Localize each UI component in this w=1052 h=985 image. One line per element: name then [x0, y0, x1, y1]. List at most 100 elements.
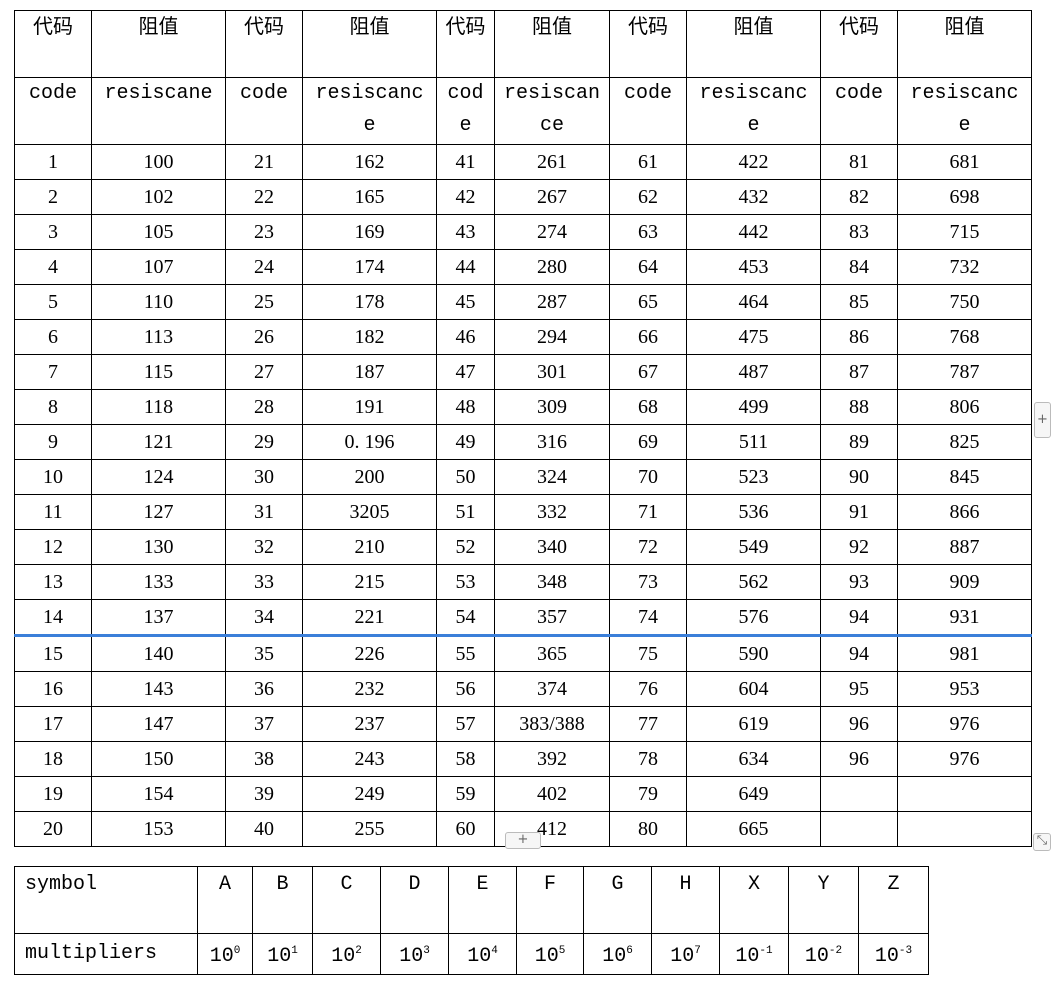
code-cell: 52 [436, 529, 495, 565]
resistance-cell: 499 [686, 389, 821, 425]
multiplier-cell: 10-3 [858, 933, 929, 975]
resistance-cell: 976 [897, 741, 1032, 777]
table-row: 3 105 23 169 43 274 63 442 83 715 [14, 214, 1032, 250]
table-row: 20 153 40 255 60 412 80 665 [14, 811, 1032, 847]
header-cell: 代码 [436, 10, 495, 78]
table-row: 7 115 27 187 47 301 67 487 87 787 [14, 354, 1032, 390]
code-cell: 78 [609, 741, 687, 777]
code-cell: 11 [14, 494, 92, 530]
code-cell: 86 [820, 319, 898, 355]
multiplier-exponent: 3 [423, 945, 430, 957]
resistance-cell: 255 [302, 811, 437, 847]
resistance-cell: 698 [897, 179, 1032, 215]
resistance-cell: 107 [91, 249, 226, 285]
resistance-cell: 115 [91, 354, 226, 390]
multiplier-exponent: -2 [828, 945, 843, 957]
table-row: 5 110 25 178 45 287 65 464 85 750 [14, 284, 1032, 320]
code-cell: 62 [609, 179, 687, 215]
code-cell: 70 [609, 459, 687, 495]
code-cell: 6 [14, 319, 92, 355]
resistance-cell: 100 [91, 144, 226, 180]
resistance-cell: 340 [494, 529, 610, 565]
symbol-cell: D [380, 866, 449, 934]
table-resize-handle[interactable]: ⤡ [1033, 833, 1051, 851]
resistance-cell: 715 [897, 214, 1032, 250]
code-cell: 93 [820, 564, 898, 600]
resistance-cell: 178 [302, 284, 437, 320]
code-cell: 74 [609, 599, 687, 637]
resistance-cell: 536 [686, 494, 821, 530]
resistance-cell: 768 [897, 319, 1032, 355]
resistance-cell: 634 [686, 741, 821, 777]
resistance-cell: 981 [897, 635, 1032, 672]
code-cell: 14 [14, 599, 92, 637]
header-row-cn: 代码 阻值 代码 阻值 代码 阻值 代码 阻值 代码 阻值 [14, 10, 1032, 78]
resistance-cell: 118 [91, 389, 226, 425]
resistance-cell: 442 [686, 214, 821, 250]
resistance-cell: 187 [302, 354, 437, 390]
code-cell: 68 [609, 389, 687, 425]
header-cell: resiscance [302, 77, 437, 145]
resistance-cell: 976 [897, 706, 1032, 742]
code-cell: 90 [820, 459, 898, 495]
resistance-cell: 523 [686, 459, 821, 495]
resistance-cell: 274 [494, 214, 610, 250]
code-cell: 30 [225, 459, 303, 495]
code-cell: 27 [225, 354, 303, 390]
code-cell: 9 [14, 424, 92, 460]
code-cell: 25 [225, 284, 303, 320]
code-cell: 33 [225, 564, 303, 600]
resistance-cell: 332 [494, 494, 610, 530]
code-cell: 55 [436, 635, 495, 672]
resistance-cell: 316 [494, 424, 610, 460]
symbol-cell: C [312, 866, 381, 934]
header-cell: 阻值 [302, 10, 437, 78]
code-cell: 46 [436, 319, 495, 355]
add-row-button[interactable]: + [505, 832, 541, 849]
code-cell: 36 [225, 671, 303, 707]
multiplier-base: 10 [267, 945, 292, 968]
code-cell: 19 [14, 776, 92, 812]
resistance-cell: 348 [494, 564, 610, 600]
resistance-cell: 147 [91, 706, 226, 742]
code-cell: 96 [820, 706, 898, 742]
code-cell: 82 [820, 179, 898, 215]
code-cell: 17 [14, 706, 92, 742]
multiplier-cell: 103 [380, 933, 449, 975]
code-cell: 24 [225, 249, 303, 285]
resistance-cell: 127 [91, 494, 226, 530]
resistance-cell: 487 [686, 354, 821, 390]
table-row: 15 140 35 226 55 365 75 590 94 981 [14, 635, 1032, 672]
resistance-cell: 392 [494, 741, 610, 777]
header-cell: code [436, 77, 495, 145]
code-cell: 61 [609, 144, 687, 180]
resistance-cell: 267 [494, 179, 610, 215]
table-row: 6 113 26 182 46 294 66 475 86 768 [14, 319, 1032, 355]
resistance-cell: 105 [91, 214, 226, 250]
table-row: 11 127 31 3205 51 332 71 536 91 866 [14, 494, 1032, 530]
code-cell: 38 [225, 741, 303, 777]
resistance-cell: 732 [897, 249, 1032, 285]
code-cell: 28 [225, 389, 303, 425]
table-row: 14 137 34 221 54 357 74 576 94 931 [14, 599, 1032, 637]
resistance-cell: 215 [302, 564, 437, 600]
resistance-cell: 191 [302, 389, 437, 425]
code-cell: 92 [820, 529, 898, 565]
code-cell: 10 [14, 459, 92, 495]
table-row: 10 124 30 200 50 324 70 523 90 845 [14, 459, 1032, 495]
multiplier-exponent: 2 [355, 945, 362, 957]
code-cell: 8 [14, 389, 92, 425]
code-cell: 29 [225, 424, 303, 460]
multiplier-exponent: 4 [491, 945, 498, 957]
resistance-cell: 825 [897, 424, 1032, 460]
header-cell: resiscance [686, 77, 821, 145]
resistance-cell: 174 [302, 249, 437, 285]
resistance-cell: 374 [494, 671, 610, 707]
multiplier-base: 10 [467, 945, 492, 968]
add-column-button[interactable]: + [1034, 402, 1051, 438]
resistance-cell: 464 [686, 284, 821, 320]
code-cell: 16 [14, 671, 92, 707]
code-cell: 94 [820, 635, 898, 672]
resistance-cell: 182 [302, 319, 437, 355]
symbol-cell: F [516, 866, 584, 934]
